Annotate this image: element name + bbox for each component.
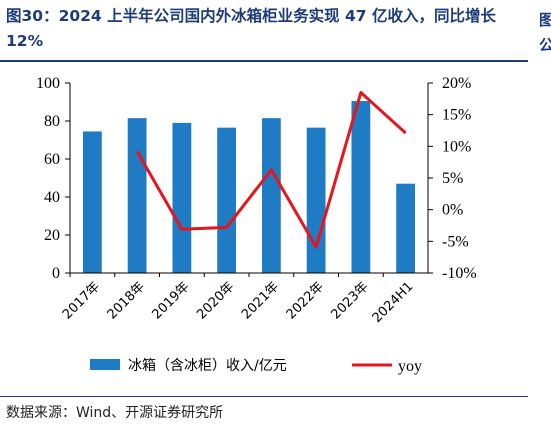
right-tick-label-1: -5% [442,233,469,250]
legend: 冰箱（含冰柜）收入/亿元 yoy [90,358,422,375]
chart-title: 图30：2024 上半年公司国内外冰箱柜业务实现 47 亿收入，同比增长 12% [6,7,496,50]
left-tick-label-5: 100 [36,75,60,92]
axes [69,83,429,274]
bar-2 [172,122,192,274]
right-tick-label-0: -10% [442,265,477,282]
yoy-line [135,91,407,249]
source-note: 数据来源：Wind、开源证券研究所 [6,405,224,421]
bar-7 [396,183,416,273]
x-tick-label-6: 2023年 [329,279,372,322]
x-tick-label-0: 2017年 [60,279,103,322]
right-tick-label-6: 20% [442,75,471,92]
bar-series [82,101,416,274]
title-divider [0,60,528,62]
bar-0 [82,131,102,273]
x-tick-label-3: 2020年 [194,279,237,322]
left-tick-label-2: 40 [44,189,60,206]
right-tick-label-2: 0% [442,202,463,219]
x-tick-label-2: 2019年 [150,279,193,322]
footer-divider [0,396,528,397]
right-tick-label-3: 5% [442,170,463,187]
right-axis-ticks: -10% -5% 0% 5% 10% 15% 20% [428,75,477,282]
bar-1 [127,118,147,274]
x-tick-label-5: 2022年 [284,279,327,322]
bar-5 [306,127,326,274]
x-tick-label-1: 2018年 [105,279,148,322]
left-tick-label-4: 80 [44,113,60,130]
left-tick-label-1: 20 [44,227,60,244]
bar-6 [351,101,371,273]
x-tick-label-4: 2021年 [239,279,282,322]
legend-line-label: yoy [398,358,422,375]
bar-3 [217,127,237,274]
left-tick-label-3: 60 [44,151,60,168]
left-axis-ticks: 0 20 40 60 80 100 [36,75,70,282]
x-axis-ticks: 2017年 2018年 2019年 2020年 2021年 2022年 2023年2024H… [60,273,416,326]
right-tick-label-4: 10% [442,138,471,155]
legend-bar-label: 冰箱（含冰柜）收入/亿元 [128,358,287,374]
legend-bar-swatch [90,359,120,370]
left-tick-label-0: 0 [52,265,60,282]
adjacent-figure-fragment: 图 公 [539,11,551,54]
x-tick-label-7: 2024H1 [370,279,417,326]
bar-4 [261,118,281,274]
right-tick-label-5: 15% [442,107,471,124]
